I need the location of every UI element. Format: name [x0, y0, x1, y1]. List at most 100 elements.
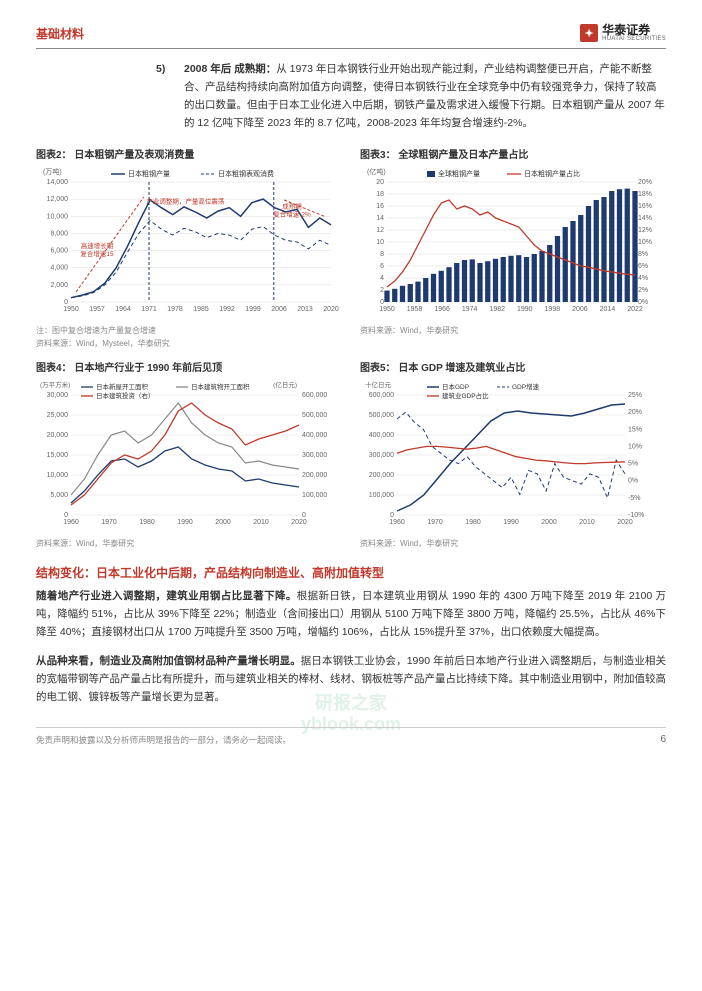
chart-2-title: 图表2： 日本粗钢产量及表观消费量: [36, 146, 342, 161]
svg-text:600,000: 600,000: [302, 392, 327, 399]
chart-4-svg: 05,00010,00015,00020,00025,00030,0000100…: [36, 377, 342, 532]
svg-text:2000: 2000: [541, 519, 557, 526]
chart-2-note1: 注：图中复合增速为产量复合增速: [36, 326, 342, 336]
svg-text:8%: 8%: [638, 251, 648, 258]
svg-text:5%: 5%: [628, 461, 638, 468]
svg-text:2014: 2014: [600, 306, 616, 313]
svg-text:100,000: 100,000: [302, 492, 327, 499]
svg-text:600,000: 600,000: [369, 392, 394, 399]
chart-4-title: 图表4： 日本地产行业于 1990 年前后见顶: [36, 359, 342, 374]
svg-text:2000: 2000: [215, 519, 231, 526]
paragraph-2: 从品种来看，制造业及高附加值钢材品种产量增长明显。据日本钢铁工业协会，1990 …: [36, 652, 666, 707]
svg-text:10%: 10%: [638, 239, 652, 246]
svg-text:十亿日元: 十亿日元: [365, 380, 392, 389]
svg-text:12%: 12%: [638, 227, 652, 234]
svg-text:14,000: 14,000: [47, 179, 69, 186]
para1-lead: 随着地产行业进入调整期，建筑业用钢占比显著下降。: [36, 590, 297, 602]
logo-text-cn: 华泰证券: [602, 24, 666, 36]
svg-text:14: 14: [376, 215, 384, 222]
svg-text:1992: 1992: [219, 306, 235, 313]
brand-logo: ✦ 华泰证券 HUATAI SECURITIES: [580, 24, 666, 42]
svg-text:GDP增速: GDP增速: [512, 382, 540, 391]
svg-text:8: 8: [380, 251, 384, 258]
svg-text:1950: 1950: [63, 306, 79, 313]
svg-text:1980: 1980: [139, 519, 155, 526]
svg-text:14%: 14%: [638, 215, 652, 222]
svg-text:0: 0: [64, 299, 68, 306]
chart-5-note: 资料来源：Wind，华泰研究: [360, 539, 666, 549]
chart-4: 图表4： 日本地产行业于 1990 年前后见顶 05,00010,00015,0…: [36, 359, 342, 549]
svg-text:400,000: 400,000: [302, 432, 327, 439]
svg-text:6,000: 6,000: [50, 248, 68, 255]
svg-text:1990: 1990: [503, 519, 519, 526]
svg-text:25%: 25%: [628, 392, 642, 399]
svg-text:(亿吨): (亿吨): [367, 167, 386, 176]
svg-text:1964: 1964: [115, 306, 131, 313]
svg-text:4: 4: [380, 275, 384, 282]
svg-text:300,000: 300,000: [369, 452, 394, 459]
svg-text:1971: 1971: [141, 306, 157, 313]
intro-heading: 2008 年后 成熟期：: [184, 63, 276, 75]
svg-text:4,000: 4,000: [50, 265, 68, 272]
svg-text:2,000: 2,000: [50, 282, 68, 289]
svg-text:日本建筑物开工面积: 日本建筑物开工面积: [191, 382, 250, 391]
svg-text:16%: 16%: [638, 203, 652, 210]
svg-text:日本GDP: 日本GDP: [442, 382, 469, 391]
svg-text:2020: 2020: [291, 519, 307, 526]
svg-text:10: 10: [376, 239, 384, 246]
svg-text:1998: 1998: [545, 306, 561, 313]
svg-text:20%: 20%: [628, 409, 642, 416]
svg-text:1980: 1980: [465, 519, 481, 526]
svg-text:1985: 1985: [193, 306, 209, 313]
svg-text:6%: 6%: [638, 263, 648, 270]
chart-3-title: 图表3： 全球粗钢产量及日本产量占比: [360, 146, 666, 161]
logo-icon: ✦: [580, 24, 598, 42]
svg-text:20,000: 20,000: [47, 432, 69, 439]
svg-text:1974: 1974: [462, 306, 478, 313]
section-title: 结构变化：日本工业化中后期，产品结构向制造业、高附加值转型: [36, 564, 666, 581]
svg-text:200,000: 200,000: [302, 472, 327, 479]
svg-text:18%: 18%: [638, 191, 652, 198]
svg-text:复合增速-2%: 复合增速-2%: [273, 210, 311, 219]
svg-text:高速增长期: 高速增长期: [81, 241, 114, 250]
chart-2-svg: 02,0004,0006,0008,00010,00012,00014,000(…: [36, 164, 342, 319]
svg-text:500,000: 500,000: [302, 412, 327, 419]
footer-disclaimer: 免责声明和披露以及分析师声明是报告的一部分，请务必一起阅读。: [36, 734, 291, 746]
svg-text:10%: 10%: [628, 444, 642, 451]
svg-text:2%: 2%: [638, 287, 648, 294]
chart-5: 图表5： 日本 GDP 增速及建筑业占比 0100,000200,000300,…: [360, 359, 666, 549]
intro-paragraph: 5) 2008 年后 成熟期：从 1973 年日本钢铁行业开始出现产能过剩，产业…: [156, 61, 666, 132]
svg-text:2010: 2010: [579, 519, 595, 526]
svg-text:-10%: -10%: [628, 512, 644, 519]
svg-text:2006: 2006: [271, 306, 287, 313]
svg-text:日本粗钢产量: 日本粗钢产量: [128, 169, 170, 178]
svg-text:100,000: 100,000: [369, 492, 394, 499]
svg-text:日本建筑投资（右）: 日本建筑投资（右）: [96, 391, 155, 400]
svg-text:成熟期: 成熟期: [282, 202, 302, 211]
svg-text:1960: 1960: [389, 519, 405, 526]
svg-text:0%: 0%: [628, 478, 638, 485]
svg-text:2022: 2022: [627, 306, 643, 313]
svg-text:2013: 2013: [297, 306, 313, 313]
svg-text:(万吨): (万吨): [43, 167, 62, 176]
svg-text:15,000: 15,000: [47, 452, 69, 459]
svg-text:400,000: 400,000: [369, 432, 394, 439]
chart-5-title: 图表5： 日本 GDP 增速及建筑业占比: [360, 359, 666, 374]
chart-2-note2: 资料来源：Wind，Mysteel，华泰研究: [36, 339, 342, 349]
chart-5-svg: 0100,000200,000300,000400,000500,000600,…: [360, 377, 666, 532]
svg-text:12: 12: [376, 227, 384, 234]
svg-text:4%: 4%: [638, 275, 648, 282]
svg-text:1999: 1999: [245, 306, 261, 313]
svg-text:2020: 2020: [617, 519, 633, 526]
svg-text:10,000: 10,000: [47, 472, 69, 479]
svg-text:500,000: 500,000: [369, 412, 394, 419]
svg-text:0: 0: [390, 512, 394, 519]
chart-2: 图表2： 日本粗钢产量及表观消费量 02,0004,0006,0008,0001…: [36, 146, 342, 349]
svg-text:日本新屋开工面积: 日本新屋开工面积: [96, 382, 149, 391]
svg-text:1966: 1966: [434, 306, 450, 313]
svg-text:5,000: 5,000: [50, 492, 68, 499]
logo-text-en: HUATAI SECURITIES: [602, 36, 666, 42]
svg-text:2020: 2020: [323, 306, 339, 313]
svg-text:10,000: 10,000: [47, 214, 69, 221]
svg-text:0: 0: [380, 299, 384, 306]
